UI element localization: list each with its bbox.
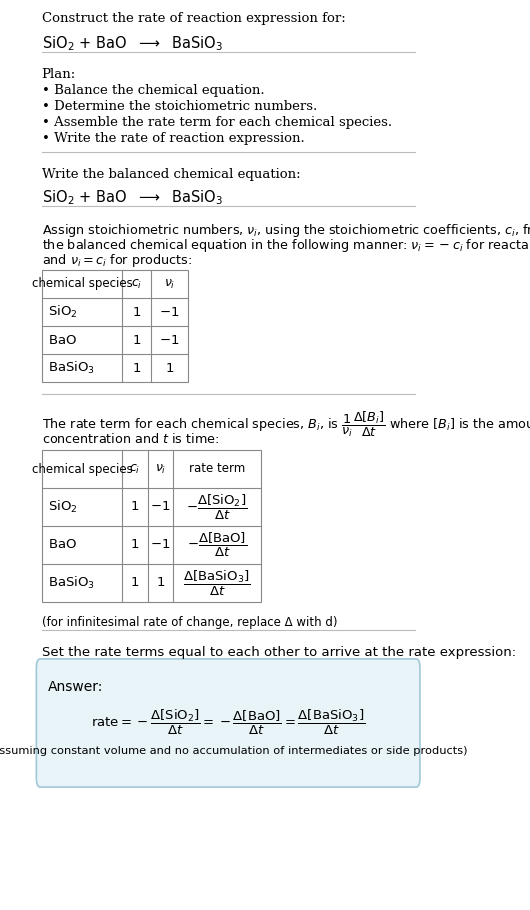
Text: 1: 1 — [132, 361, 141, 375]
Text: chemical species: chemical species — [31, 278, 132, 290]
Text: Answer:: Answer: — [48, 680, 103, 694]
Text: The rate term for each chemical species, $B_i$, is $\dfrac{1}{\nu_i}\dfrac{\Delt: The rate term for each chemical species,… — [42, 410, 530, 440]
Text: $-1$: $-1$ — [160, 333, 180, 347]
Text: chemical species: chemical species — [31, 462, 132, 476]
Text: the balanced chemical equation in the following manner: $\nu_i = -c_i$ for react: the balanced chemical equation in the fo… — [42, 237, 530, 254]
Text: Set the rate terms equal to each other to arrive at the rate expression:: Set the rate terms equal to each other t… — [42, 646, 516, 659]
Text: $c_i$: $c_i$ — [131, 278, 143, 290]
Text: $\mathrm{rate} = -\dfrac{\Delta[\mathrm{SiO_2}]}{\Delta t} = -\dfrac{\Delta[\mat: $\mathrm{rate} = -\dfrac{\Delta[\mathrm{… — [91, 708, 365, 737]
Text: $\nu_i$: $\nu_i$ — [164, 278, 175, 290]
Text: $1$: $1$ — [165, 361, 174, 375]
Text: $1$: $1$ — [156, 577, 165, 590]
Text: and $\nu_i = c_i$ for products:: and $\nu_i = c_i$ for products: — [42, 252, 192, 269]
Text: $\mathrm{SiO_2}$ + BaO  $\longrightarrow$  $\mathrm{BaSiO_3}$: $\mathrm{SiO_2}$ + BaO $\longrightarrow$… — [42, 34, 223, 53]
Text: $\nu_i$: $\nu_i$ — [155, 462, 166, 476]
Text: concentration and $t$ is time:: concentration and $t$ is time: — [42, 432, 219, 446]
Bar — [42, 270, 188, 382]
Text: $\mathrm{SiO_2}$: $\mathrm{SiO_2}$ — [48, 499, 77, 515]
Text: rate term: rate term — [189, 462, 245, 476]
Text: $\mathrm{BaSiO_3}$: $\mathrm{BaSiO_3}$ — [48, 360, 94, 376]
Text: Plan:: Plan: — [42, 68, 76, 81]
Text: $c_i$: $c_i$ — [129, 462, 140, 476]
Text: $\mathrm{SiO_2}$: $\mathrm{SiO_2}$ — [48, 304, 77, 320]
Text: $\mathrm{BaO}$: $\mathrm{BaO}$ — [48, 539, 76, 551]
Text: 1: 1 — [131, 501, 139, 513]
Text: 1: 1 — [131, 539, 139, 551]
Text: • Write the rate of reaction expression.: • Write the rate of reaction expression. — [42, 132, 304, 145]
FancyBboxPatch shape — [37, 659, 420, 787]
Text: Construct the rate of reaction expression for:: Construct the rate of reaction expressio… — [42, 12, 346, 25]
Text: $-1$: $-1$ — [151, 501, 171, 513]
Text: • Assemble the rate term for each chemical species.: • Assemble the rate term for each chemic… — [42, 116, 392, 129]
Text: (for infinitesimal rate of change, replace Δ with d): (for infinitesimal rate of change, repla… — [42, 616, 337, 629]
Text: $-1$: $-1$ — [151, 539, 171, 551]
Bar — [42, 450, 261, 602]
Text: $-1$: $-1$ — [160, 306, 180, 318]
Text: $\mathrm{BaO}$: $\mathrm{BaO}$ — [48, 333, 76, 347]
Text: $\dfrac{\Delta[\mathrm{BaSiO_3}]}{\Delta t}$: $\dfrac{\Delta[\mathrm{BaSiO_3}]}{\Delta… — [183, 569, 251, 598]
Text: Write the balanced chemical equation:: Write the balanced chemical equation: — [42, 168, 301, 181]
Text: • Determine the stoichiometric numbers.: • Determine the stoichiometric numbers. — [42, 100, 317, 113]
Text: $-\dfrac{\Delta[\mathrm{BaO}]}{\Delta t}$: $-\dfrac{\Delta[\mathrm{BaO}]}{\Delta t}… — [187, 531, 248, 559]
Text: 1: 1 — [132, 306, 141, 318]
Text: $\mathrm{BaSiO_3}$: $\mathrm{BaSiO_3}$ — [48, 575, 94, 592]
Text: $-\dfrac{\Delta[\mathrm{SiO_2}]}{\Delta t}$: $-\dfrac{\Delta[\mathrm{SiO_2}]}{\Delta … — [187, 492, 248, 521]
Text: (assuming constant volume and no accumulation of intermediates or side products): (assuming constant volume and no accumul… — [0, 746, 468, 756]
Text: Assign stoichiometric numbers, $\nu_i$, using the stoichiometric coefficients, $: Assign stoichiometric numbers, $\nu_i$, … — [42, 222, 530, 239]
Text: • Balance the chemical equation.: • Balance the chemical equation. — [42, 84, 264, 97]
Text: $\mathrm{SiO_2}$ + BaO  $\longrightarrow$  $\mathrm{BaSiO_3}$: $\mathrm{SiO_2}$ + BaO $\longrightarrow$… — [42, 188, 223, 207]
Text: 1: 1 — [131, 577, 139, 590]
Text: 1: 1 — [132, 333, 141, 347]
